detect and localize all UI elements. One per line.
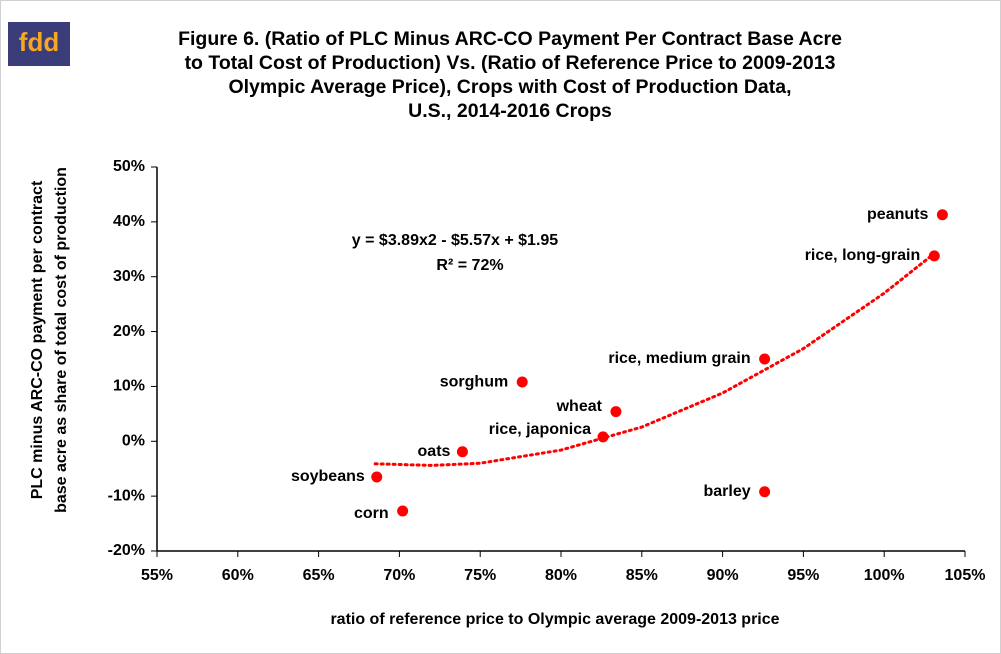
data-point	[456, 446, 468, 458]
data-point	[597, 431, 609, 443]
y-tick-label: -20%	[108, 542, 145, 559]
x-tick-label: 85%	[626, 567, 658, 584]
y-tick-label: 20%	[113, 323, 145, 340]
logo-box	[8, 22, 70, 66]
x-tick-label: 105%	[945, 567, 986, 584]
y-tick-label: 0%	[122, 433, 145, 450]
chart-title: Figure 6. (Ratio of PLC Minus ARC-CO Pay…	[178, 28, 842, 50]
chart-title: U.S., 2014-2016 Crops	[408, 100, 612, 122]
x-tick-label: 55%	[141, 567, 173, 584]
y-tick-label: -10%	[108, 487, 145, 504]
point-label: oats	[418, 443, 451, 460]
data-point	[610, 406, 622, 418]
data-point	[759, 486, 771, 498]
logo: fdd	[19, 27, 59, 57]
y-tick-label: 50%	[113, 158, 145, 175]
data-point	[397, 505, 409, 517]
trendline	[373, 253, 935, 467]
point-label: sorghum	[440, 373, 508, 390]
x-axis-title: ratio of reference price to Olympic aver…	[330, 611, 779, 628]
point-label: soybeans	[291, 468, 365, 485]
x-tick-label: 95%	[787, 567, 819, 584]
x-tick-label: 70%	[383, 567, 415, 584]
y-tick-label: 40%	[113, 213, 145, 230]
data-point	[371, 471, 383, 483]
y-axis-title: base acre as share of total cost of prod…	[53, 167, 70, 513]
chart-title: to Total Cost of Production) Vs. (Ratio …	[185, 52, 836, 74]
x-tick-label: 60%	[222, 567, 254, 584]
point-label: wheat	[556, 398, 603, 415]
x-tick-label: 75%	[464, 567, 496, 584]
point-label: peanuts	[867, 206, 928, 223]
x-tick-label: 80%	[545, 567, 577, 584]
y-tick-label: 10%	[113, 378, 145, 395]
point-label: corn	[354, 505, 389, 522]
y-axis-title: PLC minus ARC-CO payment per contract	[29, 180, 46, 499]
equation: y = $3.89x2 - $5.57x + $1.95	[352, 232, 559, 249]
x-tick-label: 90%	[707, 567, 739, 584]
point-label: rice, long-grain	[805, 247, 921, 264]
data-point	[759, 353, 771, 365]
data-point	[936, 209, 948, 221]
x-tick-label: 65%	[303, 567, 335, 584]
y-tick-label: 30%	[113, 268, 145, 285]
x-tick-label: 100%	[864, 567, 905, 584]
r-squared: R² = 72%	[436, 257, 503, 274]
data-point	[928, 250, 940, 262]
point-label: rice, japonica	[489, 421, 591, 438]
point-label: rice, medium grain	[608, 350, 750, 367]
chart-title: Olympic Average Price), Crops with Cost …	[228, 76, 791, 98]
data-point	[516, 376, 528, 388]
point-label: barley	[703, 483, 750, 500]
